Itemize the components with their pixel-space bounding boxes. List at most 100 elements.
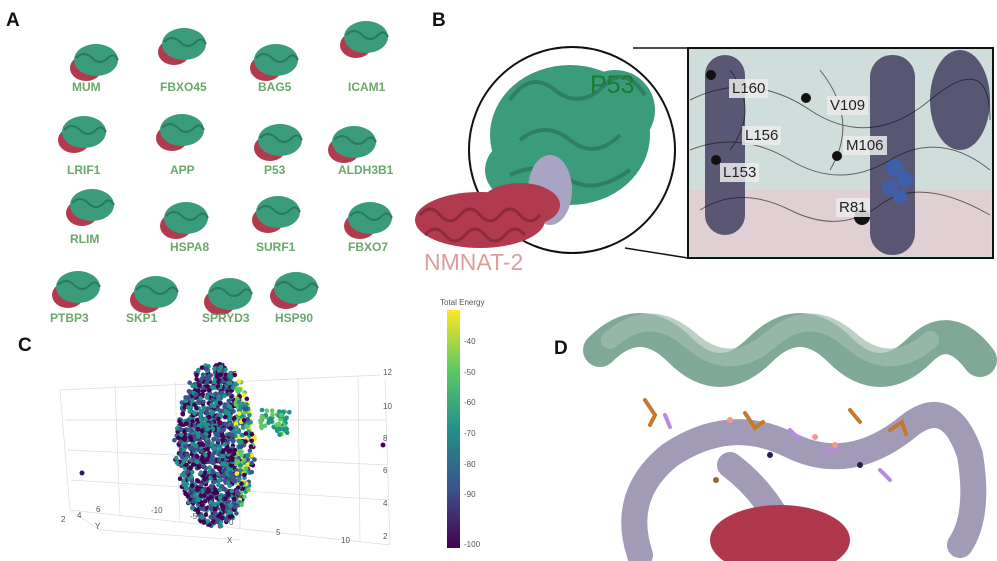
scatter-point	[277, 432, 282, 437]
scatter-point	[259, 423, 264, 429]
panel-b-structure	[415, 46, 994, 259]
scatter-point	[195, 426, 201, 432]
scatter-point	[232, 372, 237, 378]
protein-label-spryd3: SPRYD3	[202, 311, 250, 325]
scatter-point	[205, 440, 210, 446]
scatter-point	[229, 488, 234, 494]
scatter-point	[210, 397, 215, 402]
protein-thumb-ptbp3	[52, 271, 101, 308]
scatter-point	[202, 493, 207, 498]
scatter-point	[243, 431, 249, 436]
scatter-point	[224, 517, 229, 523]
scatter-point	[202, 476, 207, 482]
scatter-point	[205, 406, 210, 411]
scatter-point	[252, 457, 257, 462]
residue-label-l153: L153	[720, 163, 760, 182]
colorbar-tick: -50	[464, 368, 476, 377]
scatter-point	[198, 417, 204, 422]
scatter-point	[215, 472, 221, 477]
scatter-point	[220, 454, 225, 459]
scatter-point	[209, 402, 214, 407]
panel-c-scatter-plot	[59, 362, 391, 546]
scatter-point	[242, 494, 247, 500]
scatter-point	[227, 476, 232, 482]
scatter-point	[216, 416, 221, 422]
scatter-point	[231, 429, 236, 434]
scatter-point	[208, 505, 213, 511]
scatter-point	[207, 450, 212, 456]
scatter-point	[239, 481, 244, 486]
scatter-point	[244, 424, 249, 430]
scatter-point	[232, 504, 238, 510]
scatter-point	[216, 438, 221, 443]
scatter-point	[191, 433, 197, 438]
scatter-point	[211, 436, 216, 442]
scatter-point	[262, 423, 268, 429]
scatter-point	[227, 509, 232, 514]
scatter-point	[192, 492, 198, 498]
scatter-point	[214, 433, 219, 438]
protein-label-app: APP	[170, 163, 195, 177]
scatter-point	[232, 496, 237, 502]
scatter-point	[219, 408, 224, 414]
scatter-point	[228, 371, 233, 376]
scatter-point	[196, 388, 201, 394]
x-axis-tick: 0	[229, 518, 234, 527]
scatter-point	[192, 402, 197, 408]
scatter-point	[180, 411, 186, 417]
colorbar-tick: -40	[464, 337, 476, 346]
residue-label-l160: L160	[729, 79, 769, 98]
scatter-point	[199, 482, 204, 487]
scatter-point	[212, 366, 217, 372]
scatter-point	[229, 514, 235, 519]
scatter-point	[200, 392, 205, 397]
scatter-point	[243, 439, 248, 444]
scatter-point	[241, 418, 247, 423]
scatter-point	[217, 487, 223, 493]
scatter-point	[238, 439, 244, 444]
scatter-point	[179, 455, 185, 460]
protein-label-fbxo45: FBXO45	[160, 80, 207, 94]
scatter-point	[194, 454, 200, 459]
protein-label-surf1: SURF1	[256, 240, 296, 254]
scatter-point	[190, 419, 195, 424]
protein-thumb-fbxo45	[158, 28, 207, 65]
scatter-point	[218, 364, 224, 370]
scatter-point	[215, 384, 221, 389]
scatter-point	[223, 421, 228, 427]
scatter-point	[218, 443, 223, 449]
scatter-point	[218, 523, 224, 529]
scatter-point	[241, 457, 247, 463]
scatter-point	[249, 432, 255, 437]
scatter-point	[231, 409, 236, 414]
scatter-point	[211, 379, 217, 385]
scatter-point	[195, 459, 200, 465]
scatter-point	[223, 496, 228, 501]
scatter-point	[204, 374, 210, 380]
z-axis-tick: 2	[383, 532, 388, 541]
scatter-point	[239, 452, 244, 458]
protein-thumb-mum	[70, 44, 119, 81]
colorbar-tick: -60	[464, 398, 476, 407]
scatter-point	[266, 420, 271, 425]
scatter-point	[177, 476, 183, 481]
scatter-point	[198, 412, 204, 418]
scatter-point	[212, 473, 217, 479]
scatter-point	[275, 423, 281, 428]
scatter-point	[200, 428, 205, 434]
scatter-point	[194, 372, 199, 378]
scatter-point	[199, 449, 205, 454]
scatter-point	[249, 460, 254, 466]
scatter-point	[239, 432, 245, 438]
scatter-point	[216, 394, 221, 399]
x-axis-tick: 5	[276, 528, 281, 537]
scatter-point	[193, 443, 199, 448]
scatter-point	[207, 388, 212, 393]
scatter-point	[236, 379, 242, 384]
scatter-point	[194, 377, 199, 382]
scatter-point	[245, 416, 250, 422]
scatter-point	[237, 463, 243, 468]
scatter-point	[205, 447, 210, 452]
protein-thumb-aldh3b1	[328, 126, 377, 163]
scatter-point	[227, 483, 232, 488]
